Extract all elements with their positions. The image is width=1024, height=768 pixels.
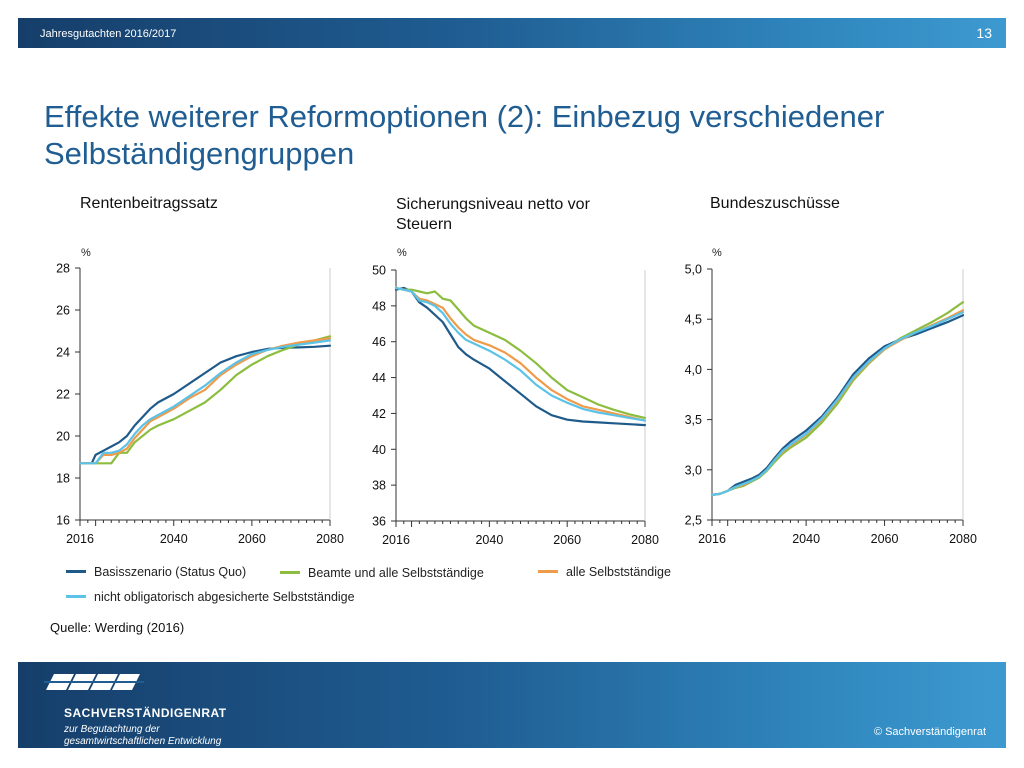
legend-swatch-alle: [538, 570, 558, 574]
chart1-xtick-label: 2060: [238, 532, 266, 546]
legend-item-basis: Basisszenario (Status Quo): [66, 565, 246, 579]
legend-label-beamte: Beamte und alle Selbstständige: [308, 566, 484, 580]
chart1-xtick-label: 2016: [66, 532, 94, 546]
chart2-xtick-label: 2080: [631, 533, 659, 547]
source-note: Quelle: Werding (2016): [50, 620, 185, 635]
chart1-series-beamte: [78, 335, 332, 465]
chart2-ytick-label: 40: [372, 443, 386, 457]
chart2-ytick-label: 36: [372, 515, 386, 529]
logo-subtitle-2: gesamtwirtschaftlichen Entwicklung: [64, 736, 222, 747]
chart2-ytick-label: 42: [372, 407, 386, 421]
chart2-series-beamte: [394, 286, 647, 419]
chart-unit-3: %: [712, 247, 722, 259]
chart2-series-basis: [394, 286, 647, 427]
chart1-ytick-label: 26: [56, 304, 70, 318]
chart3-xtick-label: 2016: [698, 532, 726, 546]
legend-item-beamte: Beamte und alle Selbstständige: [280, 566, 484, 580]
legend-item-nicht-oblig: nicht obligatorisch abgesicherte Selbsts…: [66, 590, 355, 604]
slide-title: Effekte weiterer Reformoptionen (2): Ein…: [44, 99, 885, 171]
chart3-series-nicht-oblig: [710, 311, 965, 496]
chart2-series-nicht-oblig: [394, 286, 647, 422]
chart1-ytick-label: 28: [56, 262, 70, 276]
chart1-ytick-label: 16: [56, 514, 70, 528]
legend-label-basis: Basisszenario (Status Quo): [94, 565, 247, 579]
chart3-xtick-label: 2040: [792, 532, 820, 546]
report-title: Jahresgutachten 2016/2017: [40, 28, 177, 40]
chart3-xtick-label: 2060: [871, 532, 899, 546]
legend-swatch-basis: [66, 570, 86, 574]
chart1-ytick-label: 20: [56, 430, 70, 444]
chart2-series-alle: [394, 286, 647, 422]
chart3-ytick-label: 5,0: [685, 263, 702, 277]
logo-org-name: SACHVERSTÄNDIGENRAT: [64, 706, 227, 720]
chart-title-rentenbeitragssatz: Rentenbeitragssatz: [80, 195, 218, 212]
chart3-ytick-label: 4,0: [685, 363, 702, 377]
chart1-ytick-label: 18: [56, 472, 70, 486]
chart2-ytick-label: 44: [372, 371, 386, 385]
legend-swatch-nicht-oblig: [66, 595, 86, 599]
logo-bars-icon: [44, 674, 144, 690]
copyright: © Sachverständigenrat: [873, 726, 986, 738]
chart-unit-2: %: [397, 247, 407, 259]
chart-title-bundeszuschuesse: Bundeszuschüsse: [710, 195, 840, 212]
chart1-ytick-label: 24: [56, 346, 70, 360]
chart3-xtick-label: 2080: [949, 532, 977, 546]
chart1-series-basis: [78, 344, 332, 465]
chart3-ytick-label: 4,5: [685, 313, 702, 327]
chart2-xtick-label: 2060: [553, 533, 581, 547]
footer-bar: SACHVERSTÄNDIGENRAT zur Begutachtung der…: [18, 662, 1006, 748]
header-bar: Jahresgutachten 2016/2017 13: [18, 18, 1006, 48]
chart3-ytick-label: 3,5: [685, 413, 702, 427]
chart-title-sicherungsniveau: Sicherungsniveau netto vor Steuern: [396, 196, 590, 233]
chart2-ytick-label: 48: [372, 299, 386, 313]
page-number: 13: [976, 25, 992, 41]
chart2-xtick-label: 2040: [475, 533, 503, 547]
legend-swatch-beamte: [280, 571, 300, 575]
legend-label-nicht-oblig: nicht obligatorisch abgesicherte Selbsts…: [94, 590, 355, 604]
legend-item-alle: alle Selbstständige: [538, 565, 671, 579]
chart2-ytick-label: 46: [372, 335, 386, 349]
chart1-xtick-label: 2080: [316, 532, 344, 546]
chart1-series-alle: [78, 337, 332, 465]
chart3-ytick-label: 2,5: [685, 514, 702, 528]
chart1-xtick-label: 2040: [160, 532, 188, 546]
chart2-xtick-label: 2016: [382, 533, 410, 547]
chart3-ytick-label: 3,0: [685, 463, 702, 477]
chart-unit-1: %: [81, 247, 91, 259]
chart1-series-nicht-oblig: [78, 339, 332, 465]
chart2-ytick-label: 38: [372, 479, 386, 493]
logo-subtitle-1: zur Begutachtung der: [64, 724, 160, 735]
chart2-ytick-label: 50: [372, 264, 386, 278]
legend-label-alle: alle Selbstständige: [566, 565, 671, 579]
chart1-ytick-label: 22: [56, 388, 70, 402]
